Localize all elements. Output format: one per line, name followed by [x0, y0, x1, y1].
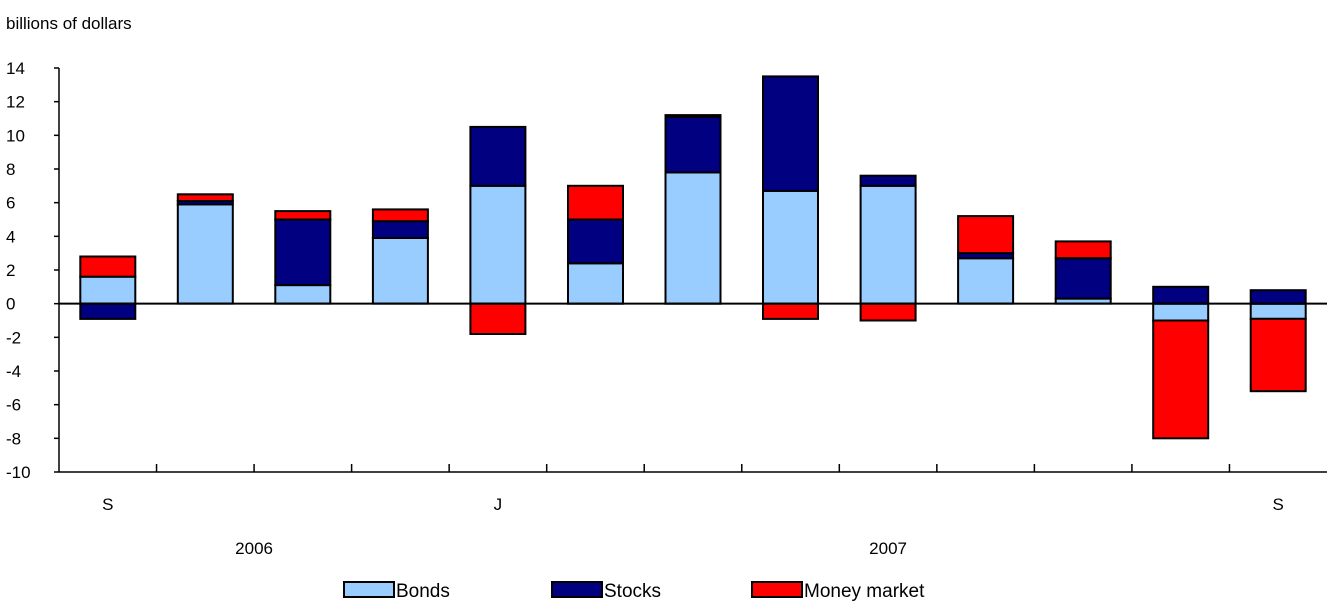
bar-money-market-12	[1249, 317, 1307, 393]
bar-stocks-4	[469, 125, 527, 187]
bar-stocks-5	[567, 218, 624, 265]
y-tick-label: 6	[6, 194, 15, 213]
bar-stocks-0	[79, 302, 137, 320]
bar-stocks-2	[274, 218, 332, 287]
legend-swatch-stocks	[551, 581, 603, 598]
y-tick-label: 8	[6, 160, 15, 179]
bar-money-market-11	[1152, 319, 1210, 440]
legend-label-stocks: Stocks	[604, 581, 661, 601]
y-tick-label: -10	[6, 463, 31, 482]
x-tick-label: S	[1273, 495, 1284, 514]
y-tick-label: -8	[6, 429, 21, 448]
bar-money-market-1	[176, 193, 234, 203]
legend: Bonds Stocks Money market	[343, 581, 925, 601]
bar-bonds-5	[567, 262, 624, 305]
bar-stocks-7	[762, 75, 819, 192]
bar-money-market-4	[469, 302, 527, 336]
year-label: 2006	[235, 539, 273, 558]
bar-bonds-8	[859, 184, 917, 305]
bar-stocks-3	[371, 220, 429, 239]
bar-money-market-8	[859, 302, 917, 322]
legend-swatch-money-market	[751, 581, 803, 598]
bar-bonds-9	[957, 257, 1015, 305]
y-tick-label: 14	[6, 59, 25, 78]
bar-bonds-2	[274, 284, 332, 305]
bar-bonds-11	[1152, 302, 1210, 322]
bar-money-market-9	[957, 215, 1015, 255]
bar-bonds-0	[79, 275, 137, 305]
bar-money-market-2	[274, 210, 332, 221]
y-tick-label: -4	[6, 362, 21, 381]
bar-money-market-7	[762, 302, 819, 320]
bar-money-market-10	[1054, 240, 1112, 260]
legend-label-bonds: Bonds	[396, 581, 450, 601]
bar-stocks-12	[1249, 289, 1307, 305]
year-label: 2007	[869, 539, 907, 558]
legend-label-money-market: Money market	[804, 581, 925, 601]
y-tick-label: -6	[6, 396, 21, 415]
y-tick-label: 12	[6, 93, 25, 112]
bar-money-market-6	[664, 114, 722, 118]
bar-bonds-3	[371, 237, 429, 305]
y-tick-label: -2	[6, 328, 21, 347]
bar-bonds-7	[762, 189, 819, 305]
bar-stocks-11	[1152, 285, 1210, 305]
x-tick-label: S	[102, 495, 113, 514]
y-tick-label: 4	[6, 227, 15, 246]
bar-stocks-8	[859, 174, 917, 187]
bar-money-market-3	[371, 208, 429, 223]
bar-money-market-0	[79, 255, 137, 278]
bar-bonds-6	[664, 171, 722, 305]
bar-stocks-10	[1054, 257, 1112, 300]
bar-bonds-4	[469, 184, 527, 305]
bar-bonds-12	[1249, 302, 1307, 320]
bars-layer	[79, 75, 1307, 440]
bar-bonds-1	[176, 203, 234, 305]
axes-layer: 14 12 10 8 6 4 2 0 -2 -4 -6 -8 -10 S J S 2006 2007	[6, 59, 1327, 558]
y-axis-title: billions of dollars	[6, 14, 132, 33]
bar-stocks-6	[664, 115, 722, 174]
y-tick-label: 0	[6, 295, 15, 314]
y-tick-label: 2	[6, 261, 15, 280]
y-tick-label: 10	[6, 126, 25, 145]
bar-money-market-5	[567, 184, 624, 221]
legend-swatch-bonds	[343, 581, 395, 598]
x-tick-label: J	[494, 495, 503, 514]
